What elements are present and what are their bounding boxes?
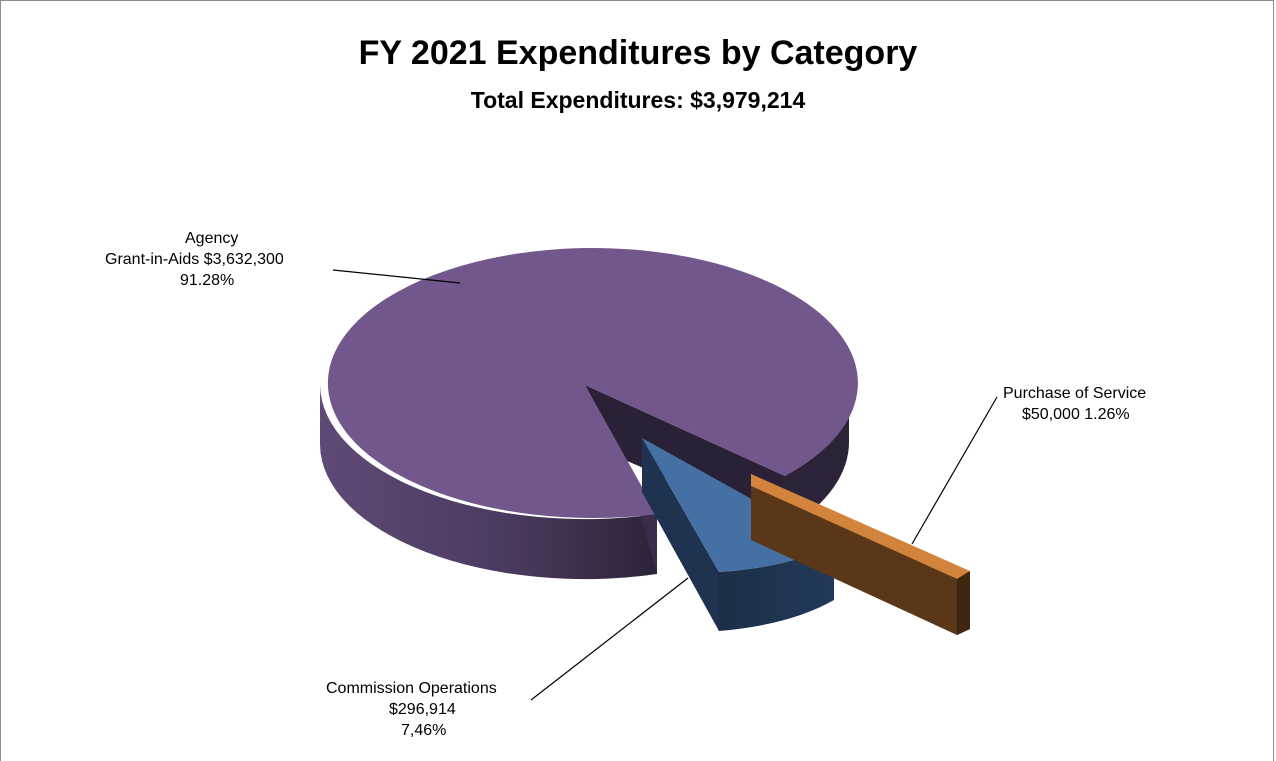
label-agency-line-1: Agency (185, 230, 239, 247)
label-commission-line-2: $296,914 (389, 701, 456, 718)
label-purchase-line-2: $50,000 1.26% (1022, 406, 1130, 423)
slice-purchase-front (751, 486, 957, 635)
chart-subtitle: Total Expenditures: $3,979,214 (470, 87, 806, 113)
slice-purchase-of-service (751, 474, 970, 635)
leader-line-agency (332, 269, 461, 284)
label-agency-line-3: 91.28% (180, 272, 235, 289)
label-agency-line-2: Grant-in-Aids $3,632,300 (105, 251, 284, 268)
slice-agency-side (320, 385, 657, 580)
label-purchase-line-1: Purchase of Service (1003, 385, 1147, 402)
slice-purchase-top (751, 474, 970, 579)
slice-agency-top (327, 248, 858, 519)
slice-purchase-end (957, 571, 970, 635)
slice-agency-side-right (785, 385, 850, 530)
slice-commission-left-face (642, 438, 719, 631)
leader-line-purchase (911, 396, 998, 545)
label-commission-line-3: 7,46% (401, 722, 447, 739)
slice-commission-side (719, 545, 834, 631)
chart-title: FY 2021 Expenditures by Category (358, 34, 918, 72)
label-commission-line-1: Commission Operations (326, 680, 497, 697)
leader-line-commission (530, 577, 689, 701)
